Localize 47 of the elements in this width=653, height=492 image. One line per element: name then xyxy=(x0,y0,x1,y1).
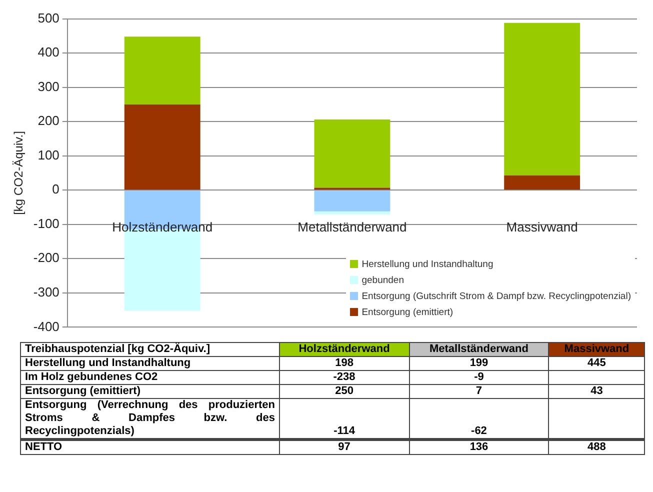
legend-label: Entsorgung (emittiert) xyxy=(360,306,454,320)
text: 43 xyxy=(590,385,603,397)
category-label: Im Holz gebundenes CO2 xyxy=(25,371,158,383)
bar xyxy=(504,22,580,176)
text: 198 xyxy=(335,357,354,369)
text: 250 xyxy=(335,385,354,397)
category-label: Holzständerwand xyxy=(280,342,410,356)
y-tick-label: 100 xyxy=(38,147,60,162)
y-tick-label: 300 xyxy=(38,78,60,94)
y-tick-label: 500 xyxy=(38,10,60,26)
text: -62 xyxy=(471,425,487,437)
category-label: Herstellung und Instandhaltung xyxy=(25,357,191,369)
text: 488 xyxy=(588,441,606,453)
x-tick-label: Holzständerwand xyxy=(112,220,213,235)
text: -114 xyxy=(334,425,355,437)
bar xyxy=(124,104,200,190)
y-tick-label: -300 xyxy=(33,284,60,300)
text: Treibhauspotenzial [kg CO2-Äquiv.] xyxy=(20,342,280,356)
text: -9 xyxy=(474,371,484,383)
legend-label: Entsorgung (Gutschrift Strom & Dampf bzw. Recyclingpotenzial) xyxy=(360,290,631,304)
bar xyxy=(504,175,580,190)
y-tick-label: 400 xyxy=(38,44,60,60)
y-tick-label: 200 xyxy=(38,113,60,128)
legend-label: gebunden xyxy=(360,274,405,288)
text: 97 xyxy=(338,441,350,453)
x-tick-label: Metallständerwand xyxy=(298,220,407,235)
text: -238 xyxy=(333,371,356,383)
y-axis-title: [kg CO2-Äquiv.] xyxy=(12,131,26,215)
text: 445 xyxy=(588,357,606,369)
bar xyxy=(314,211,390,214)
text: 136 xyxy=(470,441,488,453)
category-label: NETTO xyxy=(25,441,62,453)
bar xyxy=(124,36,200,104)
category-label: Entsorgung (Verrechnung des produzierten Stroms & Dampfes bzw. des Recyclingpotenzials) xyxy=(25,399,275,437)
text: 7 xyxy=(476,385,482,397)
category-label: Massivwand xyxy=(548,342,644,356)
bar xyxy=(314,120,390,188)
category-label: Entsorgung (emittiert) xyxy=(25,385,140,397)
category-label: Metallständerwand xyxy=(409,342,549,356)
y-tick-label: -100 xyxy=(33,216,60,231)
legend-label: Herstellung und Instandhaltung xyxy=(360,258,494,272)
y-tick-label: -400 xyxy=(33,318,60,334)
y-tick-label: 0 xyxy=(52,182,60,197)
bar xyxy=(314,190,390,212)
y-tick-label: -200 xyxy=(33,250,60,266)
x-tick-label: Massivwand xyxy=(506,220,578,235)
text: 199 xyxy=(470,357,488,369)
